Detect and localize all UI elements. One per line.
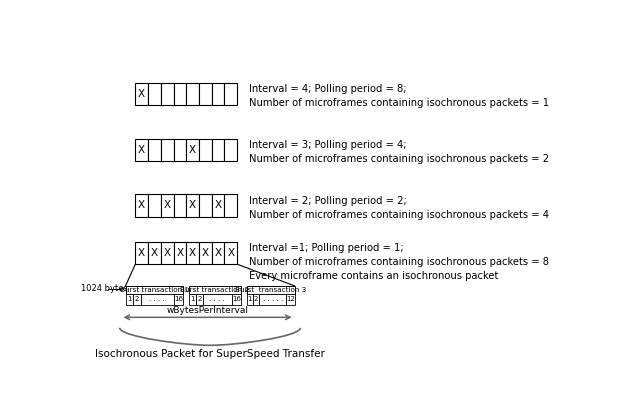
Bar xyxy=(196,294,203,305)
Text: . . . .: . . . . xyxy=(209,297,225,302)
Bar xyxy=(174,139,186,161)
Bar xyxy=(246,294,253,305)
Bar xyxy=(161,139,174,161)
Text: Interval =1; Polling period = 1;
Number of microframes containing isochronous pa: Interval =1; Polling period = 1; Number … xyxy=(250,243,549,281)
Bar xyxy=(199,242,212,264)
Bar xyxy=(140,294,174,305)
Bar xyxy=(199,83,212,105)
Text: X: X xyxy=(202,248,209,258)
Bar xyxy=(186,242,199,264)
Bar xyxy=(135,194,148,216)
Text: X: X xyxy=(214,248,222,258)
Bar xyxy=(224,83,237,105)
Bar xyxy=(161,83,174,105)
Bar xyxy=(232,294,241,305)
Bar xyxy=(135,242,148,264)
Text: . . . . .: . . . . . xyxy=(262,297,283,302)
Bar xyxy=(186,139,199,161)
Text: X: X xyxy=(164,248,171,258)
Bar xyxy=(224,139,237,161)
Text: Interval = 2; Polling period = 2;
Number of microframes containing isochronous p: Interval = 2; Polling period = 2; Number… xyxy=(250,195,549,220)
Text: X: X xyxy=(151,248,158,258)
Text: X: X xyxy=(164,200,171,210)
Text: X: X xyxy=(189,200,196,210)
Bar xyxy=(148,194,161,216)
Text: X: X xyxy=(138,145,145,155)
Text: 2: 2 xyxy=(135,297,139,302)
Bar xyxy=(126,294,133,305)
Bar xyxy=(161,242,174,264)
Bar xyxy=(186,83,199,105)
Bar xyxy=(135,83,148,105)
Bar xyxy=(133,294,140,305)
Text: 16: 16 xyxy=(232,297,241,302)
Bar xyxy=(126,287,183,294)
Bar xyxy=(174,194,186,216)
Bar xyxy=(174,294,183,305)
Text: 2: 2 xyxy=(197,297,202,302)
Text: X: X xyxy=(176,248,183,258)
Bar xyxy=(259,294,286,305)
Text: Interval = 4; Polling period = 8;
Number of microframes containing isochronous p: Interval = 4; Polling period = 8; Number… xyxy=(250,84,550,108)
Text: X: X xyxy=(138,89,145,99)
Bar xyxy=(212,83,224,105)
Text: Isochronous Packet for SuperSpeed Transfer: Isochronous Packet for SuperSpeed Transf… xyxy=(95,349,325,358)
Bar xyxy=(224,242,237,264)
Text: 16: 16 xyxy=(174,297,183,302)
Bar xyxy=(212,194,224,216)
Text: X: X xyxy=(138,248,145,258)
Text: X: X xyxy=(189,248,196,258)
Bar xyxy=(212,242,224,264)
Text: X: X xyxy=(228,248,234,258)
Bar xyxy=(253,294,259,305)
Bar xyxy=(186,194,199,216)
Text: X: X xyxy=(214,200,222,210)
Text: Burst transaction 1: Burst transaction 1 xyxy=(120,287,189,293)
Bar xyxy=(174,83,186,105)
Bar xyxy=(212,139,224,161)
Bar xyxy=(199,139,212,161)
Text: X: X xyxy=(138,200,145,210)
Bar xyxy=(203,294,232,305)
Bar xyxy=(174,242,186,264)
Text: . . . .: . . . . xyxy=(149,297,165,302)
Bar xyxy=(246,287,295,294)
Bar xyxy=(135,139,148,161)
Bar xyxy=(161,194,174,216)
Bar xyxy=(148,242,161,264)
Text: 1: 1 xyxy=(247,297,252,302)
Text: 2: 2 xyxy=(253,297,258,302)
Text: Burst  transaction 3: Burst transaction 3 xyxy=(235,287,306,293)
Bar xyxy=(189,287,241,294)
Bar xyxy=(286,294,295,305)
Text: Interval = 3; Polling period = 4;
Number of microframes containing isochronous p: Interval = 3; Polling period = 4; Number… xyxy=(250,140,550,164)
Text: 1: 1 xyxy=(127,297,131,302)
Bar xyxy=(148,139,161,161)
Bar xyxy=(199,194,212,216)
Bar xyxy=(224,194,237,216)
Text: 12: 12 xyxy=(286,297,295,302)
Bar xyxy=(189,294,196,305)
Text: Burst transaction 2: Burst transaction 2 xyxy=(180,287,250,293)
Text: X: X xyxy=(189,145,196,155)
Text: 1: 1 xyxy=(190,297,195,302)
Bar xyxy=(148,83,161,105)
Text: wBytesPerInterval: wBytesPerInterval xyxy=(167,306,248,315)
Text: 1024 bytes: 1024 bytes xyxy=(82,284,128,293)
